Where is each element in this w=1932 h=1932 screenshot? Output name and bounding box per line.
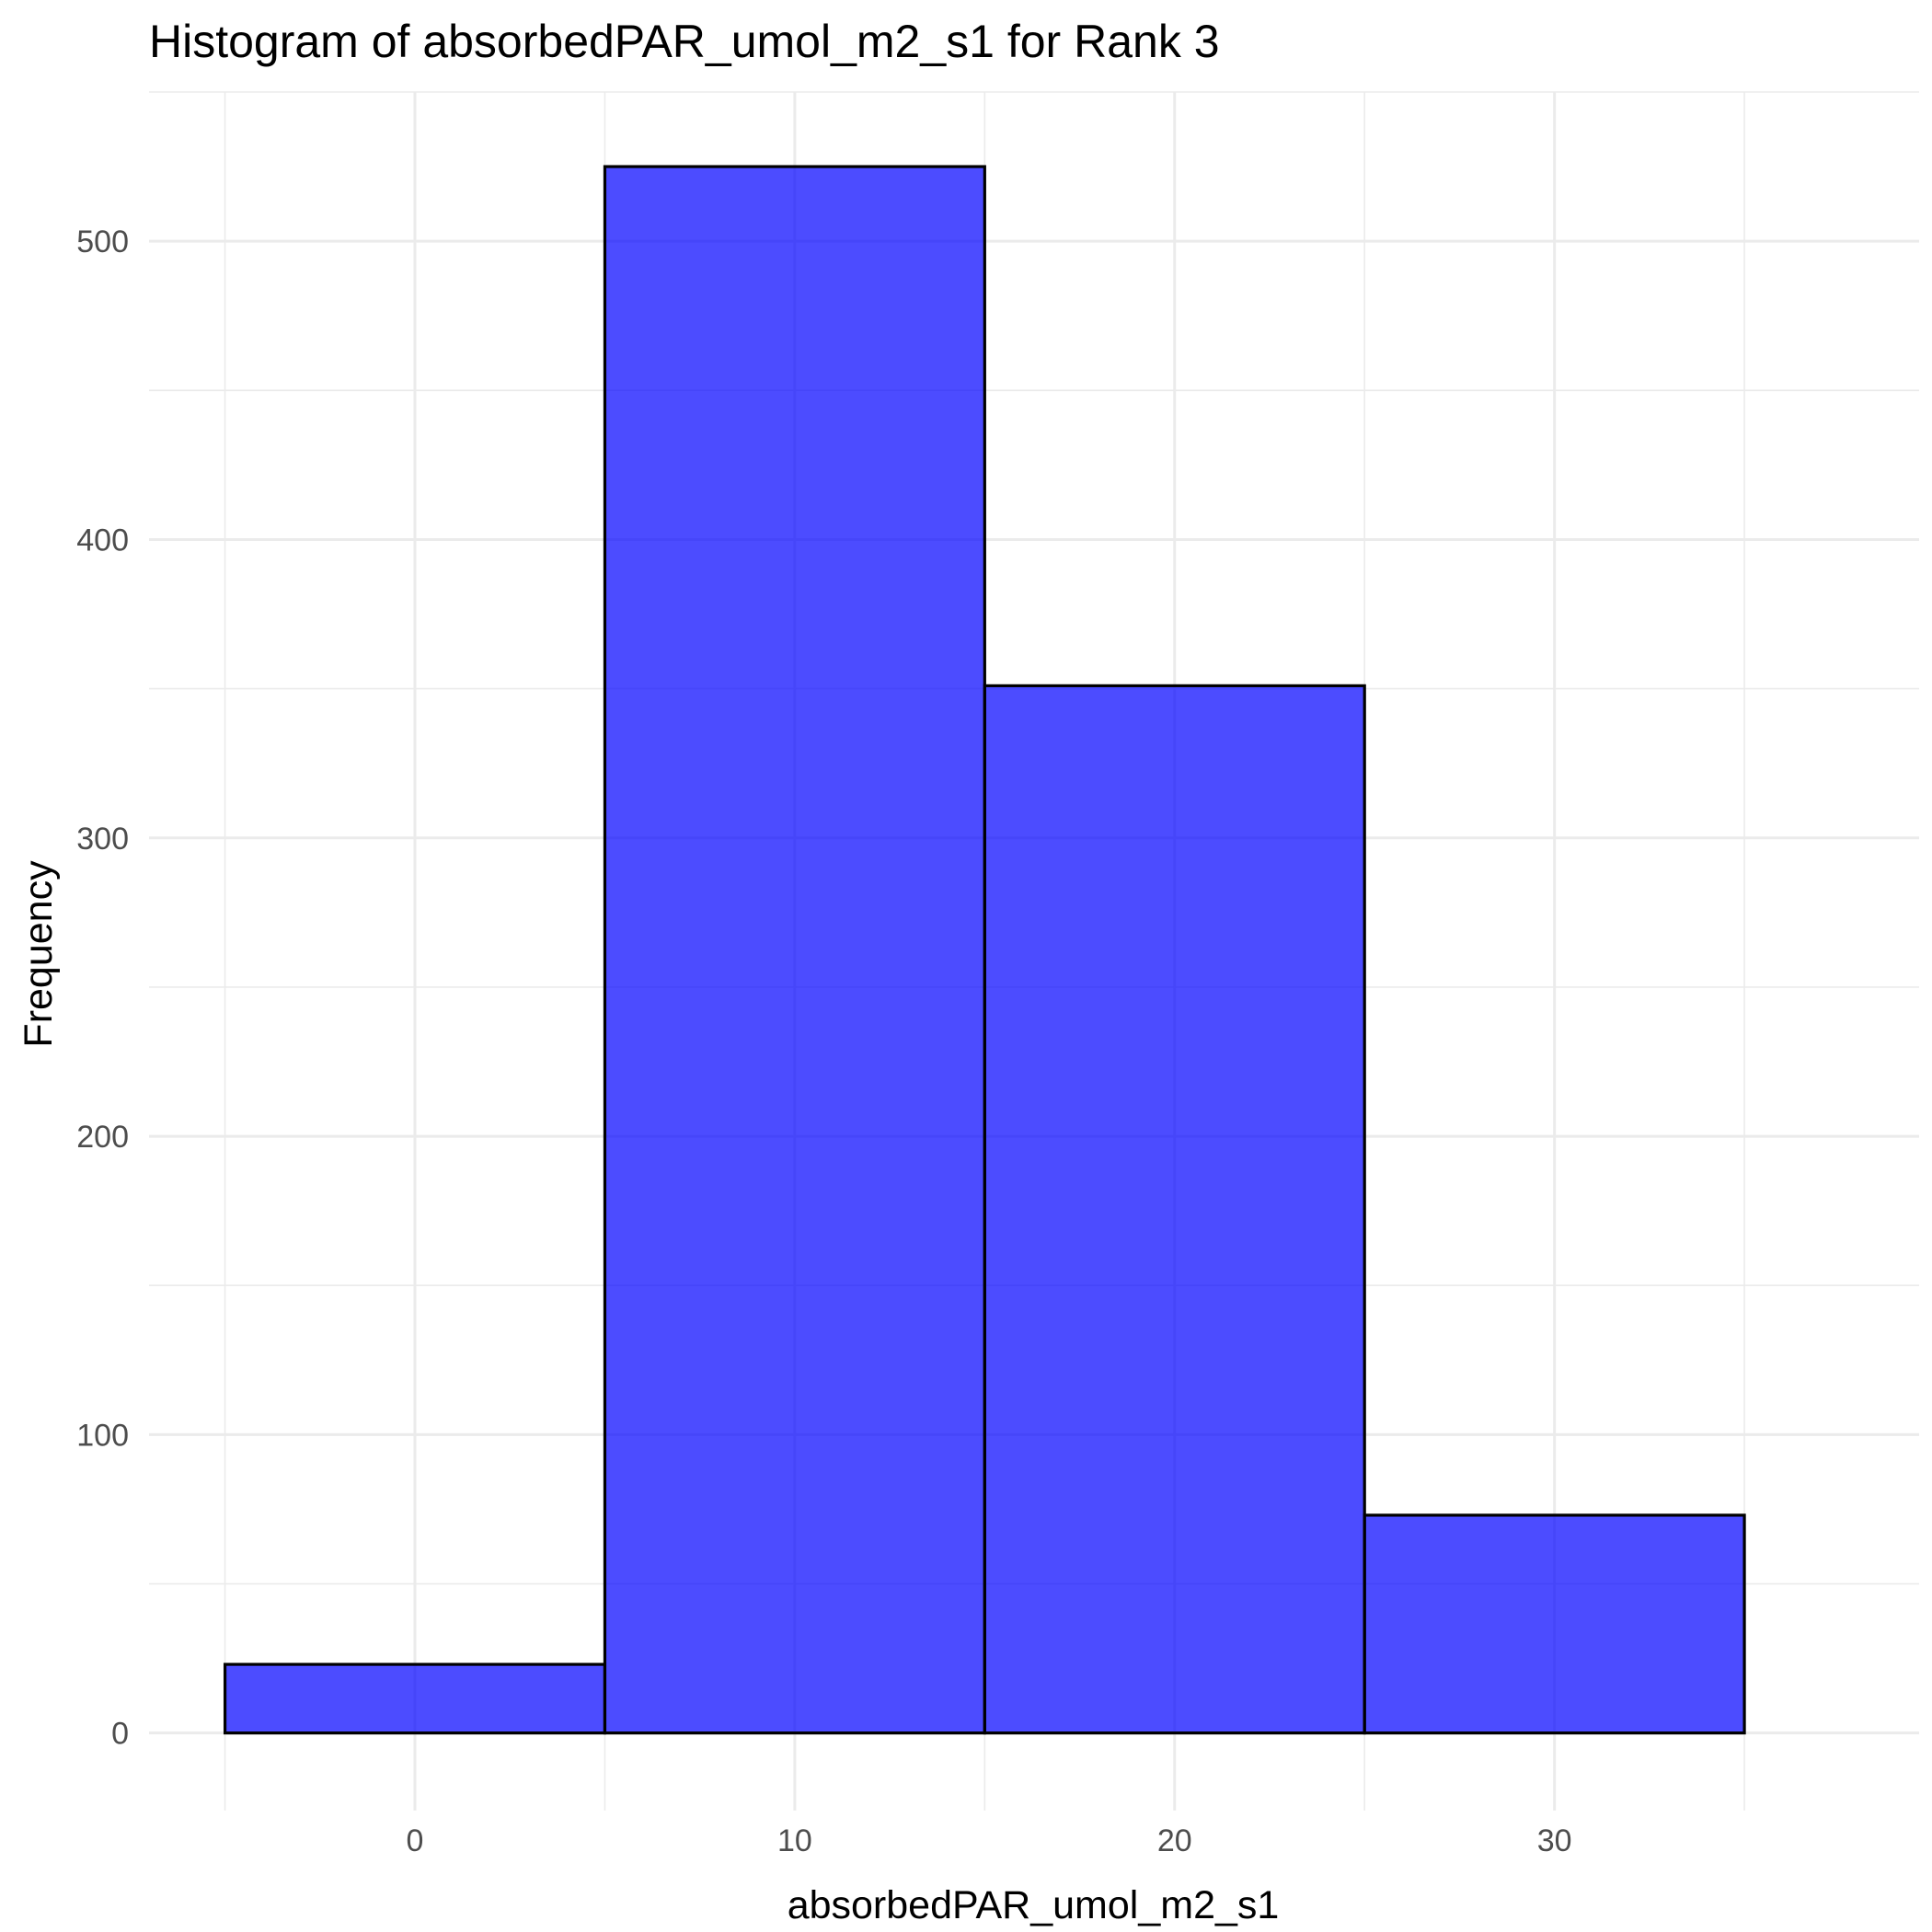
y-tick-label: 400 [76,523,129,558]
y-tick-label: 500 [76,224,129,259]
y-tick-label: 300 [76,822,129,857]
y-tick-label: 0 [111,1717,129,1752]
histogram-bar [603,165,986,1735]
y-tick-label: 200 [76,1120,129,1155]
y-axis-ticks: 0 100 200 300 400 500 [76,224,129,1752]
histogram-bar [1363,1513,1746,1735]
x-axis-title: absorbedPAR_umol_m2_s1 [788,1883,1280,1927]
x-tick-label: 30 [1537,1823,1572,1858]
x-tick-label: 20 [1157,1823,1192,1858]
x-tick-label: 10 [777,1823,812,1858]
y-axis-title: Frequency [17,860,61,1048]
histogram-bar [223,1662,607,1735]
y-tick-label: 100 [76,1418,129,1453]
x-tick-label: 0 [407,1823,424,1858]
histogram-bar [983,684,1366,1735]
x-axis-ticks: 0 10 20 30 [407,1823,1572,1858]
histogram-bars [223,165,1746,1735]
chart-title: Histogram of absorbedPAR_umol_m2_s1 for … [149,16,1220,67]
